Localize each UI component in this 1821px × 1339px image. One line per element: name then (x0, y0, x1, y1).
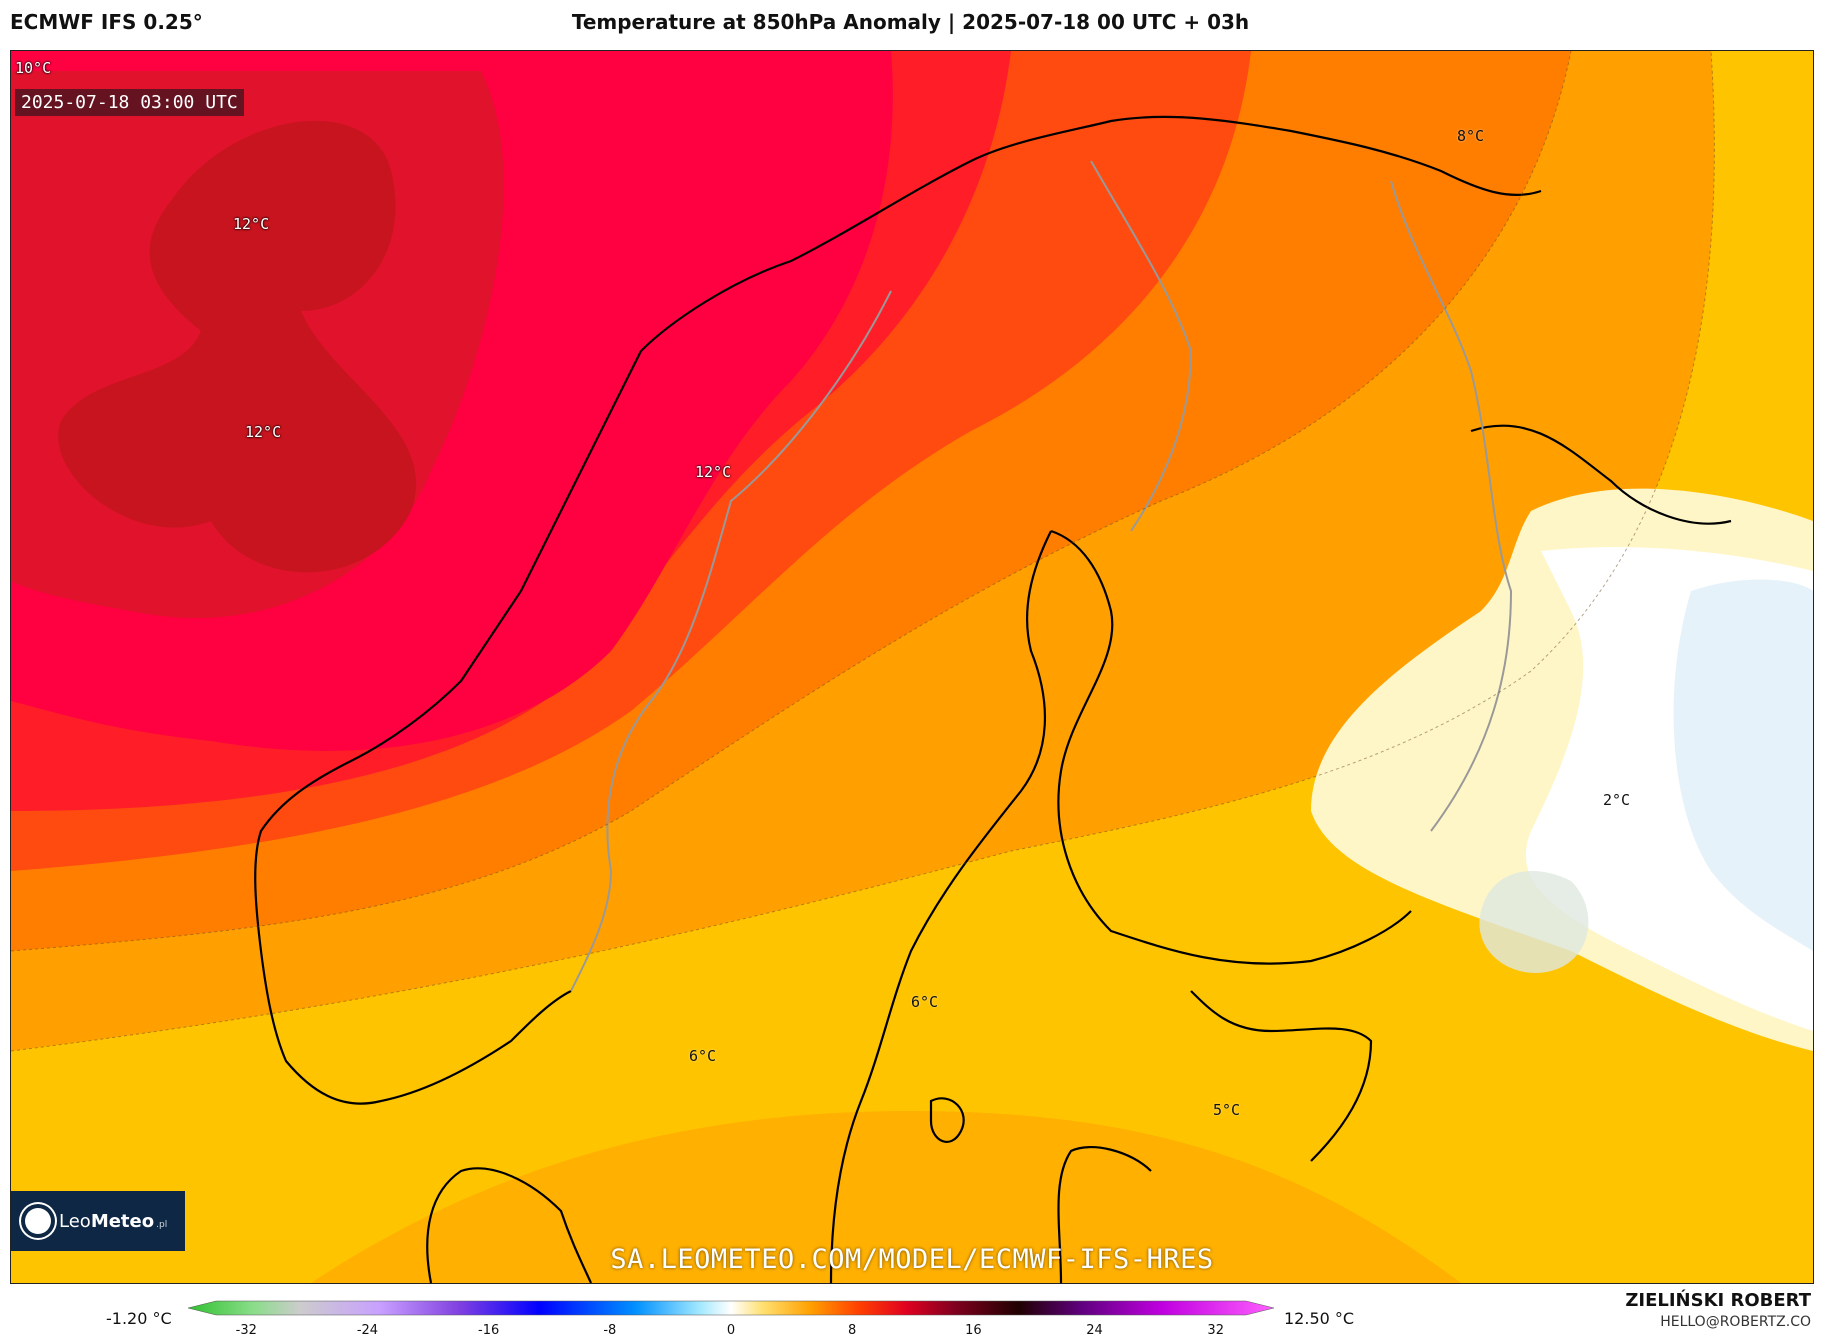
colorbar-tick-label: -16 (478, 1323, 500, 1338)
leometeo-logo[interactable]: LeoMeteo .pl (11, 1191, 185, 1251)
colorbar-tick-label: 32 (1207, 1323, 1224, 1338)
coast-skagerrak (380, 990, 572, 1103)
coast-latvia (1057, 1146, 1152, 1283)
contour-label: 5°C (1213, 1101, 1241, 1119)
colorbar-tick-label: 24 (1086, 1323, 1103, 1338)
coast-finland (1050, 529, 1412, 965)
coast-norway-west (254, 350, 642, 1105)
colorbar-gradient (188, 1300, 1274, 1316)
author-email: HELLO@ROBERTZ.CO (1660, 1314, 1811, 1330)
coast-white-sea (1470, 424, 1732, 525)
contour-label: 12°C (695, 463, 732, 481)
contour-label: 12°C (233, 215, 270, 233)
field-anom-neg (1673, 579, 1813, 951)
colorbar-min-label: -1.20 °C (106, 1309, 172, 1328)
contour-lines (11, 51, 1715, 1052)
colorbar-tick-label: -8 (603, 1323, 617, 1338)
colorbar-tick-label: -24 (356, 1323, 379, 1338)
lake-ladoga (1479, 871, 1589, 973)
colorbar (188, 1300, 1274, 1316)
valid-time-badge: 2025-07-18 03:00 UTC (15, 89, 244, 116)
colorbar-tick-label: 8 (848, 1323, 857, 1338)
sun-icon (25, 1208, 51, 1234)
border-norway-sweden (570, 290, 892, 992)
contour-label: 6°C (911, 993, 939, 1011)
contour-label: 6°C (689, 1047, 717, 1065)
border-finland-sweden (1090, 160, 1193, 532)
source-watermark: SA.LEOMETEO.COM/MODEL/ECMWF-IFS-HRES (610, 1244, 1214, 1275)
colorbar-tick-label: 16 (965, 1323, 982, 1338)
author-credit: ZIELIŃSKI ROBERT (1625, 1290, 1811, 1311)
anomaly-map[interactable]: 2025-07-18 03:00 UTC 10°C 12°C 12°C 12°C… (10, 50, 1814, 1284)
colorbar-max-label: 12.50 °C (1284, 1309, 1355, 1328)
field-anom-12 (58, 120, 417, 573)
coast-gotland (929, 1097, 965, 1143)
anomaly-field (11, 51, 1813, 1283)
border-finland-russia (1390, 180, 1513, 832)
contour-label: 10°C (15, 59, 52, 77)
coastlines (254, 115, 1732, 1283)
coast-bothnia-west (829, 530, 1052, 1283)
map-title: Temperature at 850hPa Anomaly | 2025-07-… (571, 10, 1250, 34)
contour-label: 8°C (1457, 127, 1485, 145)
colorbar-tick-label: -32 (235, 1323, 257, 1338)
contour-label: 2°C (1603, 791, 1631, 809)
logo-text: LeoMeteo .pl (59, 1210, 168, 1232)
borders (570, 160, 1513, 992)
coast-norway-north (640, 115, 1542, 352)
colorbar-tick-label: 0 (726, 1323, 736, 1338)
model-name: ECMWF IFS 0.25° (10, 10, 203, 34)
coast-denmark (426, 1167, 593, 1283)
coast-estonia (1190, 990, 1373, 1162)
contour-label: 12°C (245, 423, 282, 441)
